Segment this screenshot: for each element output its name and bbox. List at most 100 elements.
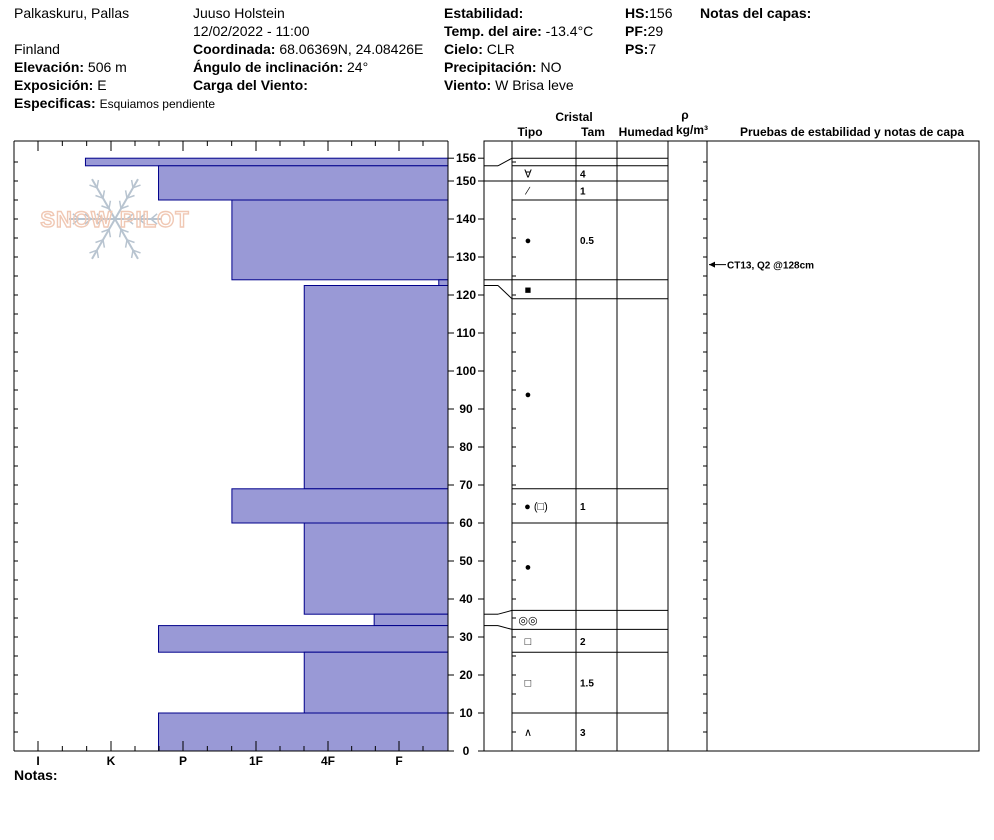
grain-symbol: ∕ bbox=[524, 186, 531, 198]
hardness-axis: I K P 1F 4F F bbox=[14, 141, 424, 768]
coord-label: Coordinada: bbox=[193, 41, 276, 57]
grain-size: 1 bbox=[580, 502, 586, 513]
country: Finland bbox=[14, 41, 60, 57]
slope-label: Ángulo de inclinación: bbox=[193, 59, 344, 75]
snowflake-branch bbox=[72, 218, 80, 225]
snowflake-branch bbox=[72, 213, 80, 220]
grain-symbol: ● bbox=[525, 235, 532, 247]
aspect-label: Exposición: bbox=[14, 77, 94, 93]
hardness-bar bbox=[158, 625, 449, 653]
y-tick-label: 60 bbox=[459, 516, 473, 530]
coord-value: 68.06369N, 24.08426E bbox=[279, 41, 424, 57]
hardness-bar bbox=[438, 279, 449, 286]
snowflake-branch bbox=[120, 205, 129, 210]
snowflake-arm bbox=[114, 218, 139, 260]
snowflake-branch bbox=[108, 229, 112, 238]
air-temp-label: Temp. del aire: bbox=[444, 23, 542, 39]
grain-symbol: ● (□) bbox=[524, 501, 548, 513]
snowflake-branch bbox=[126, 239, 135, 244]
y-tick-label: 100 bbox=[456, 364, 476, 378]
logo-text: SNOW PILOT bbox=[40, 207, 189, 232]
sky: Cielo: CLR bbox=[444, 40, 515, 58]
grain-symbol: □ bbox=[525, 636, 532, 648]
y-tick-label: 150 bbox=[456, 174, 476, 188]
y-tick-label: 70 bbox=[459, 478, 473, 492]
snowflake-branch bbox=[96, 218, 104, 225]
snowflake-branch bbox=[95, 239, 104, 244]
y-tick-label: 80 bbox=[459, 440, 473, 454]
precip-value: NO bbox=[540, 59, 562, 75]
x-tick-label: K bbox=[107, 754, 116, 768]
snowflake-branch bbox=[120, 228, 129, 233]
grain-size: 1 bbox=[580, 187, 586, 198]
snowflake-branch bbox=[95, 194, 104, 199]
layer-connector bbox=[497, 609, 513, 615]
specifics-value: Esquiamos pendiente bbox=[99, 97, 216, 111]
y-tick-label: 50 bbox=[459, 554, 473, 568]
pf: PF:29 bbox=[625, 22, 663, 40]
snowflake-branch bbox=[124, 190, 128, 199]
hardness-bar bbox=[231, 199, 449, 281]
density-heading: ρ bbox=[681, 108, 688, 122]
ps-label: PS: bbox=[625, 41, 649, 57]
slope-value: 24° bbox=[347, 59, 369, 75]
snowflake-branch bbox=[138, 218, 146, 225]
snowflake-branch bbox=[132, 249, 141, 254]
snowflake-branch bbox=[84, 218, 92, 225]
stability-label: Estabilidad: bbox=[444, 5, 524, 21]
grain-symbol: ● bbox=[525, 562, 532, 574]
x-tick-label: F bbox=[395, 754, 402, 768]
test-note: CT13, Q2 @128cm bbox=[727, 261, 814, 272]
snowflake-branch bbox=[102, 190, 106, 199]
hardness-bar bbox=[231, 488, 449, 524]
snowflake-branch bbox=[84, 213, 92, 220]
grain-symbol: ■ bbox=[525, 284, 532, 296]
wind-label: Viento: bbox=[444, 77, 492, 93]
snowflake-branch bbox=[138, 213, 146, 220]
snowflake-arm bbox=[114, 178, 139, 220]
snowflake-branch bbox=[101, 228, 110, 233]
grain-size: 4 bbox=[580, 169, 586, 180]
y-tick-label: 0 bbox=[463, 744, 470, 758]
sky-value: CLR bbox=[486, 41, 515, 57]
hs-value: 156 bbox=[649, 5, 673, 21]
grain-symbol: □ bbox=[525, 678, 532, 690]
y-tick-label: 156 bbox=[456, 151, 476, 165]
hardness-bar bbox=[373, 613, 449, 627]
y-tick-label: 140 bbox=[456, 212, 476, 226]
table-frame bbox=[483, 140, 980, 752]
aspect: Exposición: E bbox=[14, 76, 107, 94]
coordinates: Coordinada: 68.06369N, 24.08426E bbox=[193, 40, 423, 58]
snowflake-branch bbox=[126, 194, 135, 199]
layer-connector bbox=[497, 285, 513, 300]
density-unit: kg/m³ bbox=[676, 123, 708, 137]
slope-angle: Ángulo de inclinación: 24° bbox=[193, 58, 368, 76]
snowpilot-logo: SNOW PILOT bbox=[40, 178, 189, 260]
precip-label: Precipitación: bbox=[444, 59, 537, 75]
snowflake-branch bbox=[132, 184, 141, 189]
grain-size: 2 bbox=[580, 637, 586, 648]
snowflake-branch bbox=[102, 239, 106, 248]
hardness-bar bbox=[303, 522, 449, 615]
y-tick-label: 90 bbox=[459, 402, 473, 416]
snowflake-arm bbox=[91, 218, 116, 260]
type-heading: Tipo bbox=[517, 125, 542, 139]
layer-notes-heading: Notas del capas: bbox=[700, 4, 811, 22]
snowflake-branch bbox=[89, 184, 98, 189]
elevation-value: 506 m bbox=[87, 59, 127, 75]
snowflake-branch bbox=[96, 250, 100, 259]
x-tick-label: 1F bbox=[249, 754, 263, 768]
layer-connector bbox=[497, 625, 513, 630]
y-tick-label: 120 bbox=[456, 288, 476, 302]
y-tick-label: 20 bbox=[459, 668, 473, 682]
notes: Notas: bbox=[14, 766, 58, 784]
hs-label: HS: bbox=[625, 5, 650, 21]
notes-label: Notas: bbox=[14, 767, 58, 783]
layer-notes-label: Notas del capas: bbox=[700, 5, 812, 21]
tests-heading: Pruebas de estabilidad y notas de capa bbox=[740, 125, 964, 139]
location: Palkaskuru, Pallas bbox=[14, 5, 130, 21]
snowflake-branch bbox=[96, 179, 100, 188]
pf-label: PF: bbox=[625, 23, 648, 39]
grain-size: 3 bbox=[580, 728, 586, 739]
